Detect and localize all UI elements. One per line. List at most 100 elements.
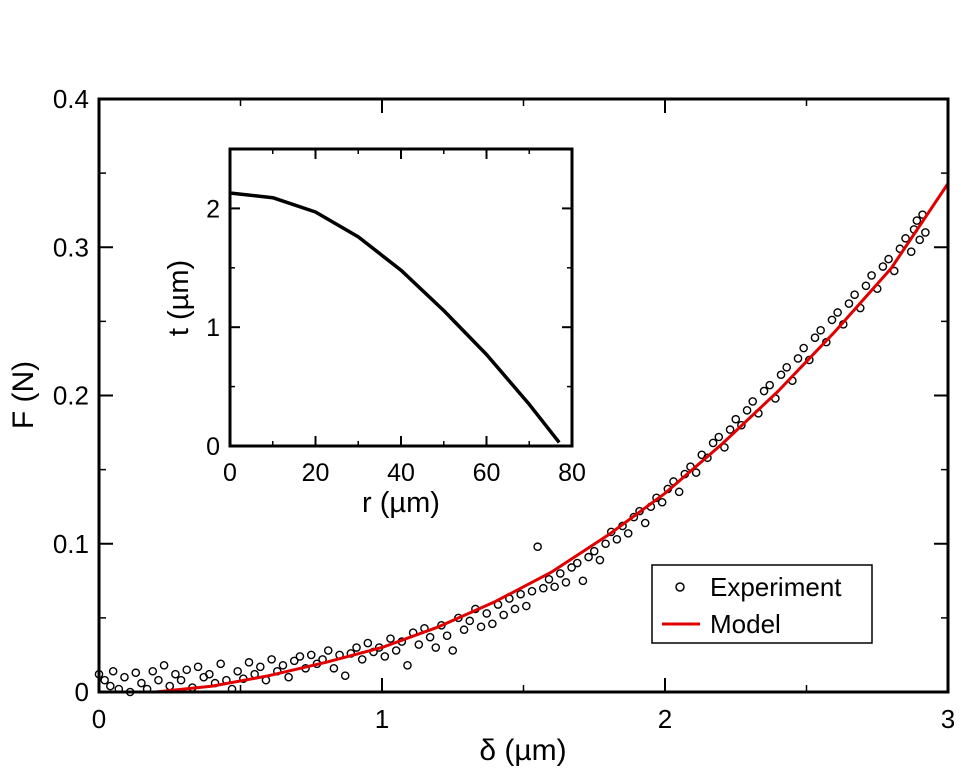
experiment-point <box>550 582 559 592</box>
experiment-point <box>284 672 293 682</box>
experiment-point <box>799 343 808 353</box>
inset-x-tick-label: 20 <box>302 459 330 487</box>
experiment-point <box>414 640 424 649</box>
experiment-point <box>233 666 242 676</box>
inset-background <box>230 149 572 446</box>
experiment-point <box>482 609 492 618</box>
experiment-point <box>442 631 452 640</box>
experiment-point <box>278 661 288 670</box>
inset-tick-layer: 0 20 40 60 80 0 1 2 <box>206 149 586 487</box>
experiment-point <box>108 666 118 676</box>
legend-box <box>651 564 873 644</box>
experiment-point <box>499 610 508 620</box>
experiment-point <box>714 432 724 442</box>
inset-y-axis-title: t (µm) <box>163 260 195 336</box>
experiment-point <box>403 661 412 670</box>
experiment-point <box>323 646 333 655</box>
experiment-point <box>708 438 718 448</box>
experiment-point <box>357 655 367 664</box>
experiment-point <box>810 333 820 342</box>
experiment-point <box>459 625 469 635</box>
experiment-point <box>340 671 350 680</box>
experiment-point <box>176 675 186 685</box>
experiment-point <box>742 406 752 415</box>
experiment-point <box>906 247 916 256</box>
experiment-point <box>131 668 141 678</box>
experiment-point <box>380 652 390 661</box>
experiment-point <box>100 675 109 685</box>
experiment-point <box>595 555 605 565</box>
experiment-point <box>182 665 192 675</box>
experiment-point <box>256 662 265 672</box>
experiment-point <box>244 658 254 667</box>
main-y-tick-label: 0.4 <box>53 84 89 114</box>
experiment-point <box>921 228 930 237</box>
experiment-point <box>148 666 158 676</box>
experiment-point <box>601 539 610 549</box>
legend-marker-experiment <box>675 582 685 592</box>
inset-y-tick-label: 1 <box>206 314 220 342</box>
experiment-point <box>782 363 791 372</box>
main-y-tick-label: 0.1 <box>53 529 89 559</box>
experiment-point <box>793 354 803 363</box>
experiment-point <box>850 290 859 299</box>
inset-profile-line <box>229 191 561 444</box>
experiment-point <box>776 370 786 380</box>
experiment-point <box>901 234 910 243</box>
experiment-point <box>386 634 395 643</box>
legend: Experiment Model <box>651 564 873 644</box>
main-series-layer <box>94 182 950 697</box>
experiment-point <box>623 529 633 538</box>
inset-plot: 0 20 40 60 80 0 1 2 r (µm) t (µm) <box>163 147 586 519</box>
experiment-point <box>844 299 854 308</box>
experiment-point <box>759 386 769 396</box>
experiment-point <box>544 575 554 584</box>
experiment-point <box>431 643 441 652</box>
experiment-point <box>391 646 401 655</box>
inset-y-tick-label: 0 <box>206 433 220 461</box>
experiment-point <box>657 497 667 507</box>
inset-x-tick-label: 60 <box>473 459 501 487</box>
experiment-point <box>289 656 299 666</box>
experiment-point <box>448 646 458 655</box>
experiment-point <box>561 577 571 587</box>
legend-label-experiment: Experiment <box>710 572 842 602</box>
experiment-point <box>691 468 701 477</box>
experiment-point <box>488 619 497 629</box>
main-y-tick-label: 0.2 <box>53 381 89 411</box>
experiment-point <box>533 542 542 552</box>
experiment-point <box>912 216 922 225</box>
experiment-point <box>765 380 775 390</box>
main-x-tick-label: 1 <box>375 704 389 734</box>
experiment-point <box>725 425 735 434</box>
main-y-tick-label: 0 <box>75 677 89 707</box>
experiment-point <box>516 589 525 599</box>
experiment-point <box>915 235 925 245</box>
experiment-point <box>578 576 588 586</box>
experiment-point <box>510 604 520 614</box>
experiment-point <box>878 262 888 271</box>
experiment-point <box>295 652 305 661</box>
inset-series-layer <box>229 191 561 444</box>
experiment-point <box>539 583 548 593</box>
experiment-point <box>159 661 169 670</box>
inset-y-tick-label: 2 <box>206 195 220 223</box>
experiment-point <box>674 487 684 497</box>
experiment-point <box>640 518 650 528</box>
experiment-point <box>612 535 622 544</box>
experiment-point <box>306 650 316 660</box>
experiment-point <box>154 675 163 685</box>
main-plot: 0 1 2 3 0 0.1 0.2 0.3 0.4 δ (µm) F (N) <box>7 84 955 767</box>
experiment-point <box>205 669 214 679</box>
experiment-point <box>465 616 475 626</box>
experiment-point <box>522 601 531 611</box>
model-line <box>155 182 950 694</box>
inset-x-tick-label: 40 <box>387 459 415 487</box>
experiment-point <box>137 678 146 688</box>
experiment-point <box>827 315 837 325</box>
experiment-point <box>816 325 825 335</box>
main-y-tick-label: 0.3 <box>53 232 89 262</box>
experiment-point <box>589 546 599 556</box>
experiment-point <box>267 655 276 664</box>
